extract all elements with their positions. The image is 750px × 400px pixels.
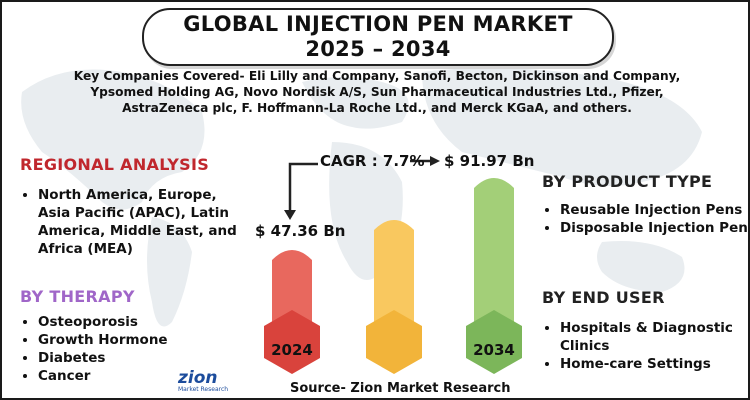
bar-middle: [374, 220, 414, 327]
therapy-item-growth-hormone: Growth Hormone: [38, 331, 238, 349]
hex-middle: [366, 310, 422, 374]
by-product-type-heading: BY PRODUCT TYPE: [542, 172, 713, 191]
regional-list: North America, Europe, Asia Pacific (APA…: [18, 186, 253, 258]
end-user-item-home-care: Home-care Settings: [560, 355, 748, 373]
arrow-down-icon: [288, 162, 318, 214]
product-type-list: Reusable Injection Pens Disposable Injec…: [540, 201, 748, 237]
zion-logo: zion Market Research: [178, 368, 229, 394]
cagr-label: CAGR : 7.7%: [320, 152, 425, 170]
logo-word: zion: [178, 368, 218, 388]
source-text: Source- Zion Market Research: [290, 381, 511, 396]
by-therapy-heading: BY THERAPY: [20, 287, 135, 306]
regional-item: North America, Europe, Asia Pacific (APA…: [38, 186, 253, 258]
product-item-disposable: Disposable Injection Pens: [560, 219, 748, 237]
year-2034-label: 2034: [473, 341, 515, 359]
key-companies-text: Key Companies Covered- Eli Lilly and Com…: [73, 69, 681, 115]
start-value-label: $ 47.36 Bn: [255, 222, 346, 240]
therapy-item-cancer: Cancer: [38, 367, 238, 385]
bar-2024: [272, 250, 312, 327]
title-line-1: GLOBAL INJECTION PEN MARKET: [183, 12, 573, 36]
arrow-right-head-icon: [430, 156, 440, 166]
bar-2034: [474, 178, 514, 327]
title-banner: GLOBAL INJECTION PEN MARKET 2025 – 2034: [142, 8, 614, 66]
end-user-item-hospitals: Hospitals & Diagnostic Clinics: [560, 319, 748, 355]
product-item-reusable: Reusable Injection Pens: [560, 201, 748, 219]
by-end-user-heading: BY END USER: [542, 288, 665, 307]
therapy-item-osteoporosis: Osteoporosis: [38, 313, 238, 331]
logo-subtitle: Market Research: [178, 386, 229, 393]
end-value-label: $ 91.97 Bn: [444, 152, 535, 170]
regional-analysis-heading: REGIONAL ANALYSIS: [20, 155, 210, 174]
year-2024-label: 2024: [271, 341, 313, 359]
title-line-2: 2025 – 2034: [305, 37, 451, 61]
hex-2024: [264, 310, 320, 374]
arrow-down-head-icon: [284, 210, 296, 220]
end-user-list: Hospitals & Diagnostic Clinics Home-care…: [540, 319, 748, 373]
therapy-item-diabetes: Diabetes: [38, 349, 238, 367]
growth-graphic: [264, 156, 522, 374]
therapy-list: Osteoporosis Growth Hormone Diabetes Can…: [18, 313, 238, 385]
hex-2034: [466, 310, 522, 374]
